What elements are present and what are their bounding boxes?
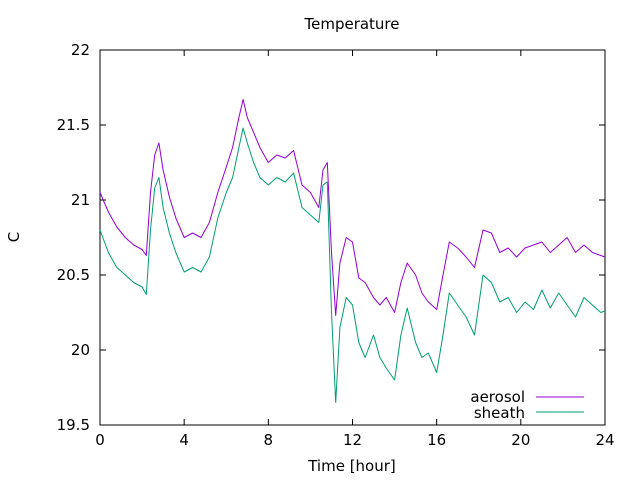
- plot-frame: [99, 49, 606, 426]
- y-tick-label: 21.5: [57, 116, 90, 134]
- y-tick-label: 20: [71, 341, 90, 359]
- x-tick-label: 0: [95, 431, 105, 449]
- series-line-aerosol: [99, 99, 606, 316]
- y-tick-label: 22: [71, 41, 90, 59]
- x-tick-label: 16: [427, 431, 446, 449]
- x-tick-label: 24: [595, 431, 614, 449]
- y-tick-label: 21: [71, 191, 90, 209]
- x-tick-label: 12: [343, 431, 362, 449]
- legend-label-aerosol: aerosol: [470, 388, 525, 406]
- legend-label-sheath: sheath: [474, 404, 525, 422]
- y-tick-label: 20.5: [57, 266, 90, 284]
- x-tick-label: 4: [179, 431, 189, 449]
- x-tick-label: 8: [264, 431, 274, 449]
- series-layer: [99, 99, 606, 403]
- x-axis-label: Time [hour]: [307, 457, 396, 475]
- y-axis-label: C: [5, 232, 23, 242]
- legend: aerosol sheath: [470, 388, 584, 422]
- y-tick-label: 19.5: [57, 416, 90, 434]
- x-axis: 0 4 8 12 16 20 24: [95, 50, 615, 449]
- chart-title: Temperature: [303, 15, 399, 33]
- y-axis: 19.5 20 20.5 21 21.5 22: [57, 41, 605, 434]
- series-line-sheath: [99, 127, 606, 403]
- x-tick-label: 20: [511, 431, 530, 449]
